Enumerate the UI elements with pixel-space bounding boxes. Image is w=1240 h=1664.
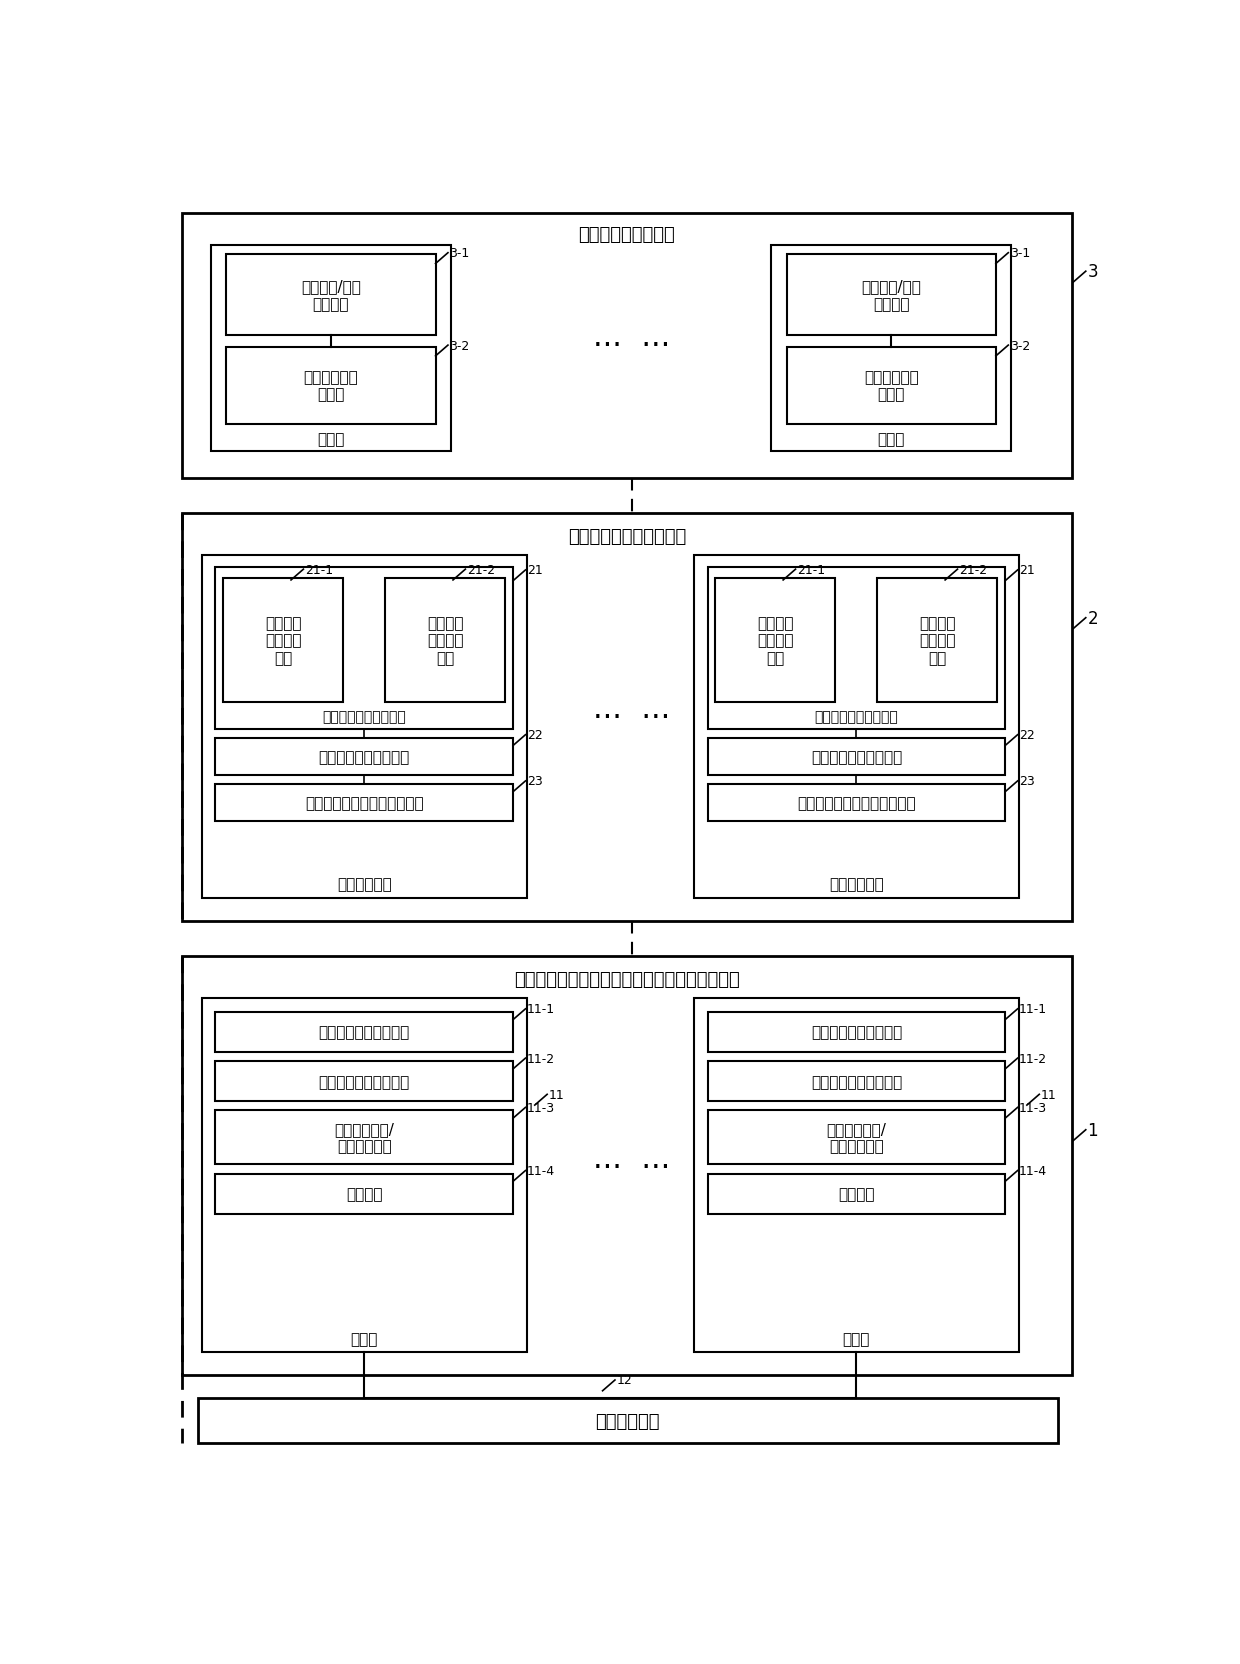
Text: 21: 21 bbox=[527, 564, 543, 577]
Bar bbox=[216, 1062, 513, 1102]
Bar bbox=[201, 556, 527, 899]
Text: 21: 21 bbox=[1019, 564, 1035, 577]
Text: 无线通信传输及控制单元设备: 无线通信传输及控制单元设备 bbox=[305, 795, 424, 810]
Text: 空基图像/视频
采集设备: 空基图像/视频 采集设备 bbox=[862, 280, 921, 311]
Bar bbox=[386, 579, 506, 702]
Bar bbox=[708, 739, 1006, 775]
Bar bbox=[786, 348, 996, 424]
Text: 21-1: 21-1 bbox=[305, 564, 334, 576]
Text: 12: 12 bbox=[616, 1374, 632, 1386]
Bar bbox=[226, 255, 435, 336]
Text: 地面侦察车辆: 地面侦察车辆 bbox=[830, 877, 884, 892]
Text: 3: 3 bbox=[1087, 263, 1097, 281]
Text: 11-3: 11-3 bbox=[1019, 1102, 1048, 1115]
Text: 红外全景成像预警雷达: 红外全景成像预警雷达 bbox=[815, 711, 898, 724]
Bar bbox=[197, 1399, 1058, 1443]
Text: 11-4: 11-4 bbox=[1019, 1165, 1048, 1178]
Text: 空基图像/视频
采集设备: 空基图像/视频 采集设备 bbox=[301, 280, 361, 311]
Text: 3-1: 3-1 bbox=[1009, 246, 1030, 260]
Text: 无人机: 无人机 bbox=[317, 433, 345, 448]
Text: 22: 22 bbox=[527, 729, 543, 742]
Text: 3-2: 3-2 bbox=[1009, 339, 1030, 353]
Text: 11-3: 11-3 bbox=[527, 1102, 556, 1115]
Text: 11: 11 bbox=[549, 1088, 564, 1102]
Text: 监控中心单元: 监控中心单元 bbox=[595, 1413, 660, 1429]
Text: 远程局部图像/
视频采集单元: 远程局部图像/ 视频采集单元 bbox=[826, 1122, 887, 1153]
Text: 22: 22 bbox=[1019, 729, 1035, 742]
Text: 1: 1 bbox=[1087, 1122, 1097, 1140]
Text: 2: 2 bbox=[1087, 609, 1097, 627]
Text: 无人机: 无人机 bbox=[878, 433, 905, 448]
Text: 11-2: 11-2 bbox=[527, 1052, 556, 1065]
Text: 无线通信传输及控制单元设备: 无线通信传输及控制单元设备 bbox=[797, 795, 915, 810]
Text: 昼夜光电视频监控设备: 昼夜光电视频监控设备 bbox=[319, 749, 410, 764]
Bar bbox=[708, 1173, 1006, 1215]
Bar bbox=[878, 579, 997, 702]
Text: 第二红外
周扫成像
单元: 第二红外 周扫成像 单元 bbox=[265, 616, 301, 666]
Text: 11-1: 11-1 bbox=[1019, 1003, 1048, 1015]
Bar bbox=[216, 784, 513, 822]
Text: 监控塔: 监控塔 bbox=[843, 1331, 870, 1346]
Bar bbox=[216, 1012, 513, 1052]
Bar bbox=[771, 246, 1012, 453]
Text: 空基传输及控
制单元: 空基传输及控 制单元 bbox=[864, 369, 919, 403]
Text: 11-4: 11-4 bbox=[527, 1165, 556, 1178]
Bar bbox=[708, 1112, 1006, 1165]
Bar bbox=[708, 1062, 1006, 1102]
Text: 23: 23 bbox=[527, 775, 543, 789]
Text: 11-1: 11-1 bbox=[527, 1003, 556, 1015]
Text: 发送单元: 发送单元 bbox=[346, 1186, 382, 1201]
Text: 第一运动目标检测单元: 第一运动目标检测单元 bbox=[811, 1073, 901, 1088]
Text: 发送单元: 发送单元 bbox=[838, 1186, 874, 1201]
Bar bbox=[693, 556, 1019, 899]
Bar bbox=[201, 998, 527, 1353]
Bar bbox=[182, 514, 1071, 922]
Bar bbox=[786, 255, 996, 336]
Bar bbox=[708, 567, 1006, 729]
Text: 红外全景成像预警雷达: 红外全景成像预警雷达 bbox=[322, 711, 407, 724]
Text: 21-2: 21-2 bbox=[467, 564, 495, 576]
Bar bbox=[211, 246, 451, 453]
Text: 第二运动
目标检测
单元: 第二运动 目标检测 单元 bbox=[427, 616, 464, 666]
Text: 11-2: 11-2 bbox=[1019, 1052, 1048, 1065]
Text: 第一红外周扫成像单元: 第一红外周扫成像单元 bbox=[811, 1025, 901, 1040]
Bar bbox=[226, 348, 435, 424]
Text: ···  ···: ··· ··· bbox=[593, 704, 671, 732]
Bar bbox=[182, 957, 1071, 1376]
Bar bbox=[223, 579, 343, 702]
Text: ···  ···: ··· ··· bbox=[593, 1153, 671, 1181]
Text: 第一运动目标检测单元: 第一运动目标检测单元 bbox=[319, 1073, 410, 1088]
Text: 昼夜光电视频监控设备: 昼夜光电视频监控设备 bbox=[811, 749, 901, 764]
Text: 空基传输及控
制单元: 空基传输及控 制单元 bbox=[304, 369, 358, 403]
Text: 3-1: 3-1 bbox=[449, 246, 470, 260]
Bar bbox=[216, 739, 513, 775]
Text: ···  ···: ··· ··· bbox=[593, 331, 671, 361]
Bar bbox=[216, 1112, 513, 1165]
Text: 无人机空地防控系统: 无人机空地防控系统 bbox=[579, 226, 676, 245]
Text: 广域、油田红外全景成像雷达侦察指挥控制系统: 广域、油田红外全景成像雷达侦察指挥控制系统 bbox=[515, 970, 740, 988]
Bar bbox=[708, 784, 1006, 822]
Bar bbox=[216, 1173, 513, 1215]
Text: 第二红外
周扫成像
单元: 第二红外 周扫成像 单元 bbox=[758, 616, 794, 666]
Text: 地面侦察车辆: 地面侦察车辆 bbox=[337, 877, 392, 892]
Text: 21-1: 21-1 bbox=[797, 564, 825, 576]
Bar bbox=[715, 579, 836, 702]
Bar bbox=[182, 213, 1071, 479]
Text: 21-2: 21-2 bbox=[959, 564, 987, 576]
Text: 监控塔: 监控塔 bbox=[351, 1331, 378, 1346]
Text: 3-2: 3-2 bbox=[449, 339, 470, 353]
Text: 第一红外周扫成像单元: 第一红外周扫成像单元 bbox=[319, 1025, 410, 1040]
Bar bbox=[708, 1012, 1006, 1052]
Bar bbox=[216, 567, 513, 729]
Text: 11: 11 bbox=[1040, 1088, 1056, 1102]
Text: 地面机动雷达侦察车系统: 地面机动雷达侦察车系统 bbox=[568, 527, 686, 546]
Text: 第二运动
目标检测
单元: 第二运动 目标检测 单元 bbox=[919, 616, 956, 666]
Bar bbox=[693, 998, 1019, 1353]
Text: 远程局部图像/
视频采集单元: 远程局部图像/ 视频采集单元 bbox=[335, 1122, 394, 1153]
Text: 23: 23 bbox=[1019, 775, 1035, 789]
